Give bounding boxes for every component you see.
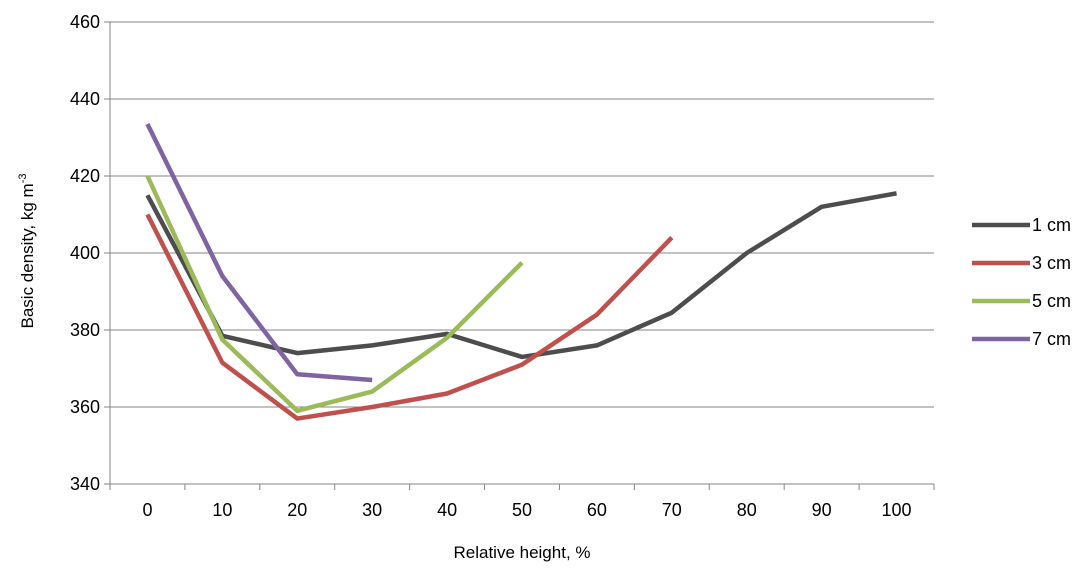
x-tick-label: 10 — [212, 500, 232, 520]
x-tick-label: 0 — [142, 500, 152, 520]
y-tick-label: 360 — [70, 397, 100, 417]
x-tick-label: 40 — [437, 500, 457, 520]
axes — [104, 21, 935, 490]
legend-item: 3 cm — [972, 253, 1071, 273]
legend-item: 7 cm — [972, 329, 1071, 349]
series-line-3-cm — [145, 213, 674, 421]
y-tick-label: 340 — [70, 474, 100, 494]
legend-label: 7 cm — [1032, 329, 1071, 349]
gridlines — [110, 21, 934, 408]
series-line-5-cm — [145, 175, 524, 414]
legend-item: 1 cm — [972, 215, 1071, 235]
x-tick-label: 100 — [882, 500, 912, 520]
y-tick-labels: 340 360 380 400 420 440 460 — [70, 12, 100, 494]
x-tick-label: 90 — [812, 500, 832, 520]
legend-label: 5 cm — [1032, 291, 1071, 311]
legend-label: 1 cm — [1032, 215, 1071, 235]
x-tick-label: 70 — [662, 500, 682, 520]
x-tick-label: 60 — [587, 500, 607, 520]
y-tick-label: 400 — [70, 243, 100, 263]
y-axis-title-main: Basic density, kg m — [18, 183, 37, 328]
x-tick-label: 80 — [737, 500, 757, 520]
y-tick-label: 440 — [70, 89, 100, 109]
y-axis-title-superscript: -3 — [17, 174, 29, 184]
y-tick-label: 420 — [70, 166, 100, 186]
series-line-1-cm — [145, 191, 897, 360]
y-axis-title: Basic density, kg m-3 — [17, 174, 37, 329]
legend-label: 3 cm — [1032, 253, 1071, 273]
x-tick-label: 50 — [512, 500, 532, 520]
x-axis-title: Relative height, % — [453, 543, 590, 562]
series-line-7-cm — [145, 123, 373, 383]
x-tick-label: 20 — [287, 500, 307, 520]
series-lines — [145, 123, 897, 421]
x-tick-labels: 0 10 20 30 40 50 60 70 80 90 100 — [142, 500, 911, 520]
legend: 1 cm 3 cm 5 cm 7 cm — [972, 215, 1071, 349]
y-tick-label: 380 — [70, 320, 100, 340]
x-tick-label: 30 — [362, 500, 382, 520]
y-tick-label: 460 — [70, 12, 100, 32]
legend-item: 5 cm — [972, 291, 1071, 311]
